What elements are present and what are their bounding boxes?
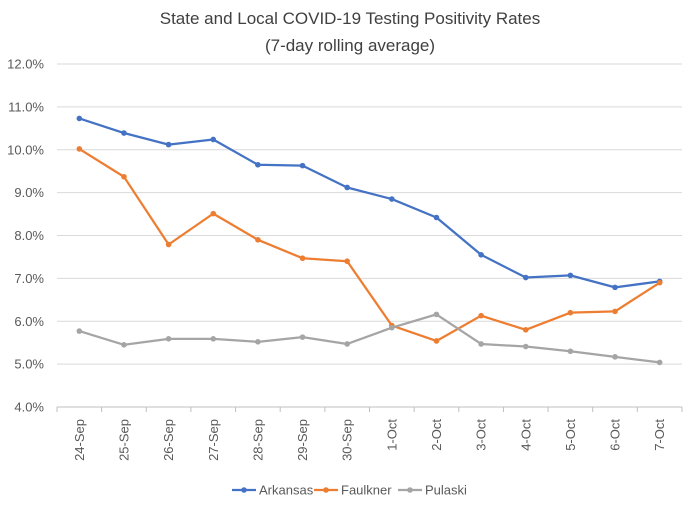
data-point-pulaski bbox=[478, 341, 484, 347]
data-point-faulkner bbox=[344, 258, 350, 265]
gridlines bbox=[57, 63, 682, 408]
data-point-arkansas bbox=[478, 251, 484, 258]
data-point-arkansas bbox=[389, 196, 395, 202]
data-point-arkansas bbox=[165, 141, 172, 148]
data-point-arkansas bbox=[612, 284, 618, 291]
legend-label: Faulkner bbox=[341, 483, 392, 498]
data-point-faulkner bbox=[255, 236, 261, 243]
data-point-arkansas bbox=[255, 161, 261, 168]
series-line-faulkner bbox=[78, 147, 661, 343]
data-point-pulaski bbox=[522, 343, 529, 350]
x-tick-label: 25-Sep bbox=[116, 419, 131, 461]
legend-item-pulaski: Pulaski bbox=[398, 483, 467, 498]
data-point-faulkner bbox=[567, 309, 574, 316]
legend-label: Arkansas bbox=[259, 483, 314, 498]
data-point-faulkner bbox=[656, 279, 663, 286]
series-faulkner bbox=[76, 146, 663, 344]
data-point-pulaski bbox=[210, 336, 217, 342]
data-point-pulaski bbox=[255, 339, 261, 345]
y-tick-label: 6.0% bbox=[14, 314, 44, 329]
x-tick-label: 4-Oct bbox=[518, 419, 533, 451]
x-tick-label: 5-Oct bbox=[563, 419, 578, 451]
series-line-pulaski bbox=[78, 313, 661, 364]
legend-marker bbox=[323, 487, 329, 493]
y-axis: 4.0% 5.0% 6.0% 7.0% 8.0% 9.0% 10.0% 11.0% 12.0% bbox=[7, 57, 44, 415]
y-tick-label: 11.0% bbox=[8, 99, 44, 114]
y-tick-label: 8.0% bbox=[14, 228, 44, 243]
data-point-pulaski bbox=[433, 311, 440, 318]
x-tick-label: 30-Sep bbox=[340, 419, 355, 461]
data-point-faulkner bbox=[121, 173, 127, 180]
y-tick-label: 5.0% bbox=[14, 357, 44, 372]
data-point-arkansas bbox=[433, 214, 440, 221]
data-point-faulkner bbox=[299, 255, 306, 262]
data-point-arkansas bbox=[299, 162, 306, 169]
x-tick-label: 27-Sep bbox=[206, 419, 221, 461]
x-tick-label: 2-Oct bbox=[429, 419, 444, 451]
data-point-arkansas bbox=[76, 115, 83, 122]
x-tick-label: 7-Oct bbox=[652, 419, 667, 451]
x-axis: 24-Sep 25-Sep 26-Sep 27-Sep 28-Sep 29-Sep 30-S… bbox=[56, 407, 683, 461]
series-group bbox=[76, 115, 663, 366]
data-point-arkansas bbox=[121, 130, 127, 136]
series-arkansas bbox=[76, 115, 663, 291]
series-pulaski bbox=[76, 311, 663, 366]
legend-label: Pulaski bbox=[425, 483, 467, 498]
data-point-faulkner bbox=[522, 327, 529, 333]
x-tick-label: 29-Sep bbox=[295, 419, 310, 461]
data-point-pulaski bbox=[76, 328, 83, 334]
legend: Arkansas Faulkner Pulaski bbox=[232, 483, 467, 498]
y-tick-label: 4.0% bbox=[14, 400, 44, 415]
data-point-faulkner bbox=[210, 210, 217, 217]
data-point-faulkner bbox=[165, 241, 172, 248]
legend-item-arkansas: Arkansas bbox=[232, 483, 314, 498]
x-tick-label: 26-Sep bbox=[161, 419, 176, 461]
y-tick-label: 9.0% bbox=[14, 185, 44, 200]
data-point-faulkner bbox=[433, 338, 440, 344]
data-point-pulaski bbox=[165, 336, 172, 342]
y-tick-label: 12.0% bbox=[7, 57, 44, 72]
x-tick-label: 3-Oct bbox=[474, 419, 489, 451]
data-point-arkansas bbox=[522, 274, 529, 281]
data-point-pulaski bbox=[121, 342, 127, 348]
legend-marker bbox=[241, 487, 247, 493]
data-point-faulkner bbox=[612, 308, 618, 315]
data-point-pulaski bbox=[567, 348, 574, 355]
chart-subtitle: (7-day rolling average) bbox=[265, 36, 435, 55]
x-tick-label: 28-Sep bbox=[250, 419, 265, 461]
chart-title: State and Local COVID-19 Testing Positiv… bbox=[160, 9, 540, 28]
data-point-arkansas bbox=[210, 136, 217, 143]
y-tick-label: 7.0% bbox=[14, 271, 44, 286]
data-point-arkansas bbox=[344, 184, 350, 191]
data-point-faulkner bbox=[478, 312, 484, 319]
series-line-arkansas bbox=[78, 117, 661, 289]
data-point-pulaski bbox=[299, 334, 306, 340]
x-tick-label: 6-Oct bbox=[608, 419, 623, 451]
data-point-pulaski bbox=[389, 324, 395, 331]
legend-item-faulkner: Faulkner bbox=[314, 483, 392, 498]
data-point-arkansas bbox=[567, 272, 574, 279]
data-point-pulaski bbox=[612, 354, 618, 360]
x-tick-label: 1-Oct bbox=[384, 419, 399, 451]
y-tick-label: 10.0% bbox=[7, 142, 44, 157]
data-point-pulaski bbox=[656, 359, 663, 366]
data-point-faulkner bbox=[76, 146, 83, 152]
data-point-pulaski bbox=[344, 341, 350, 347]
legend-marker bbox=[407, 487, 413, 493]
x-tick-label: 24-Sep bbox=[72, 419, 87, 461]
